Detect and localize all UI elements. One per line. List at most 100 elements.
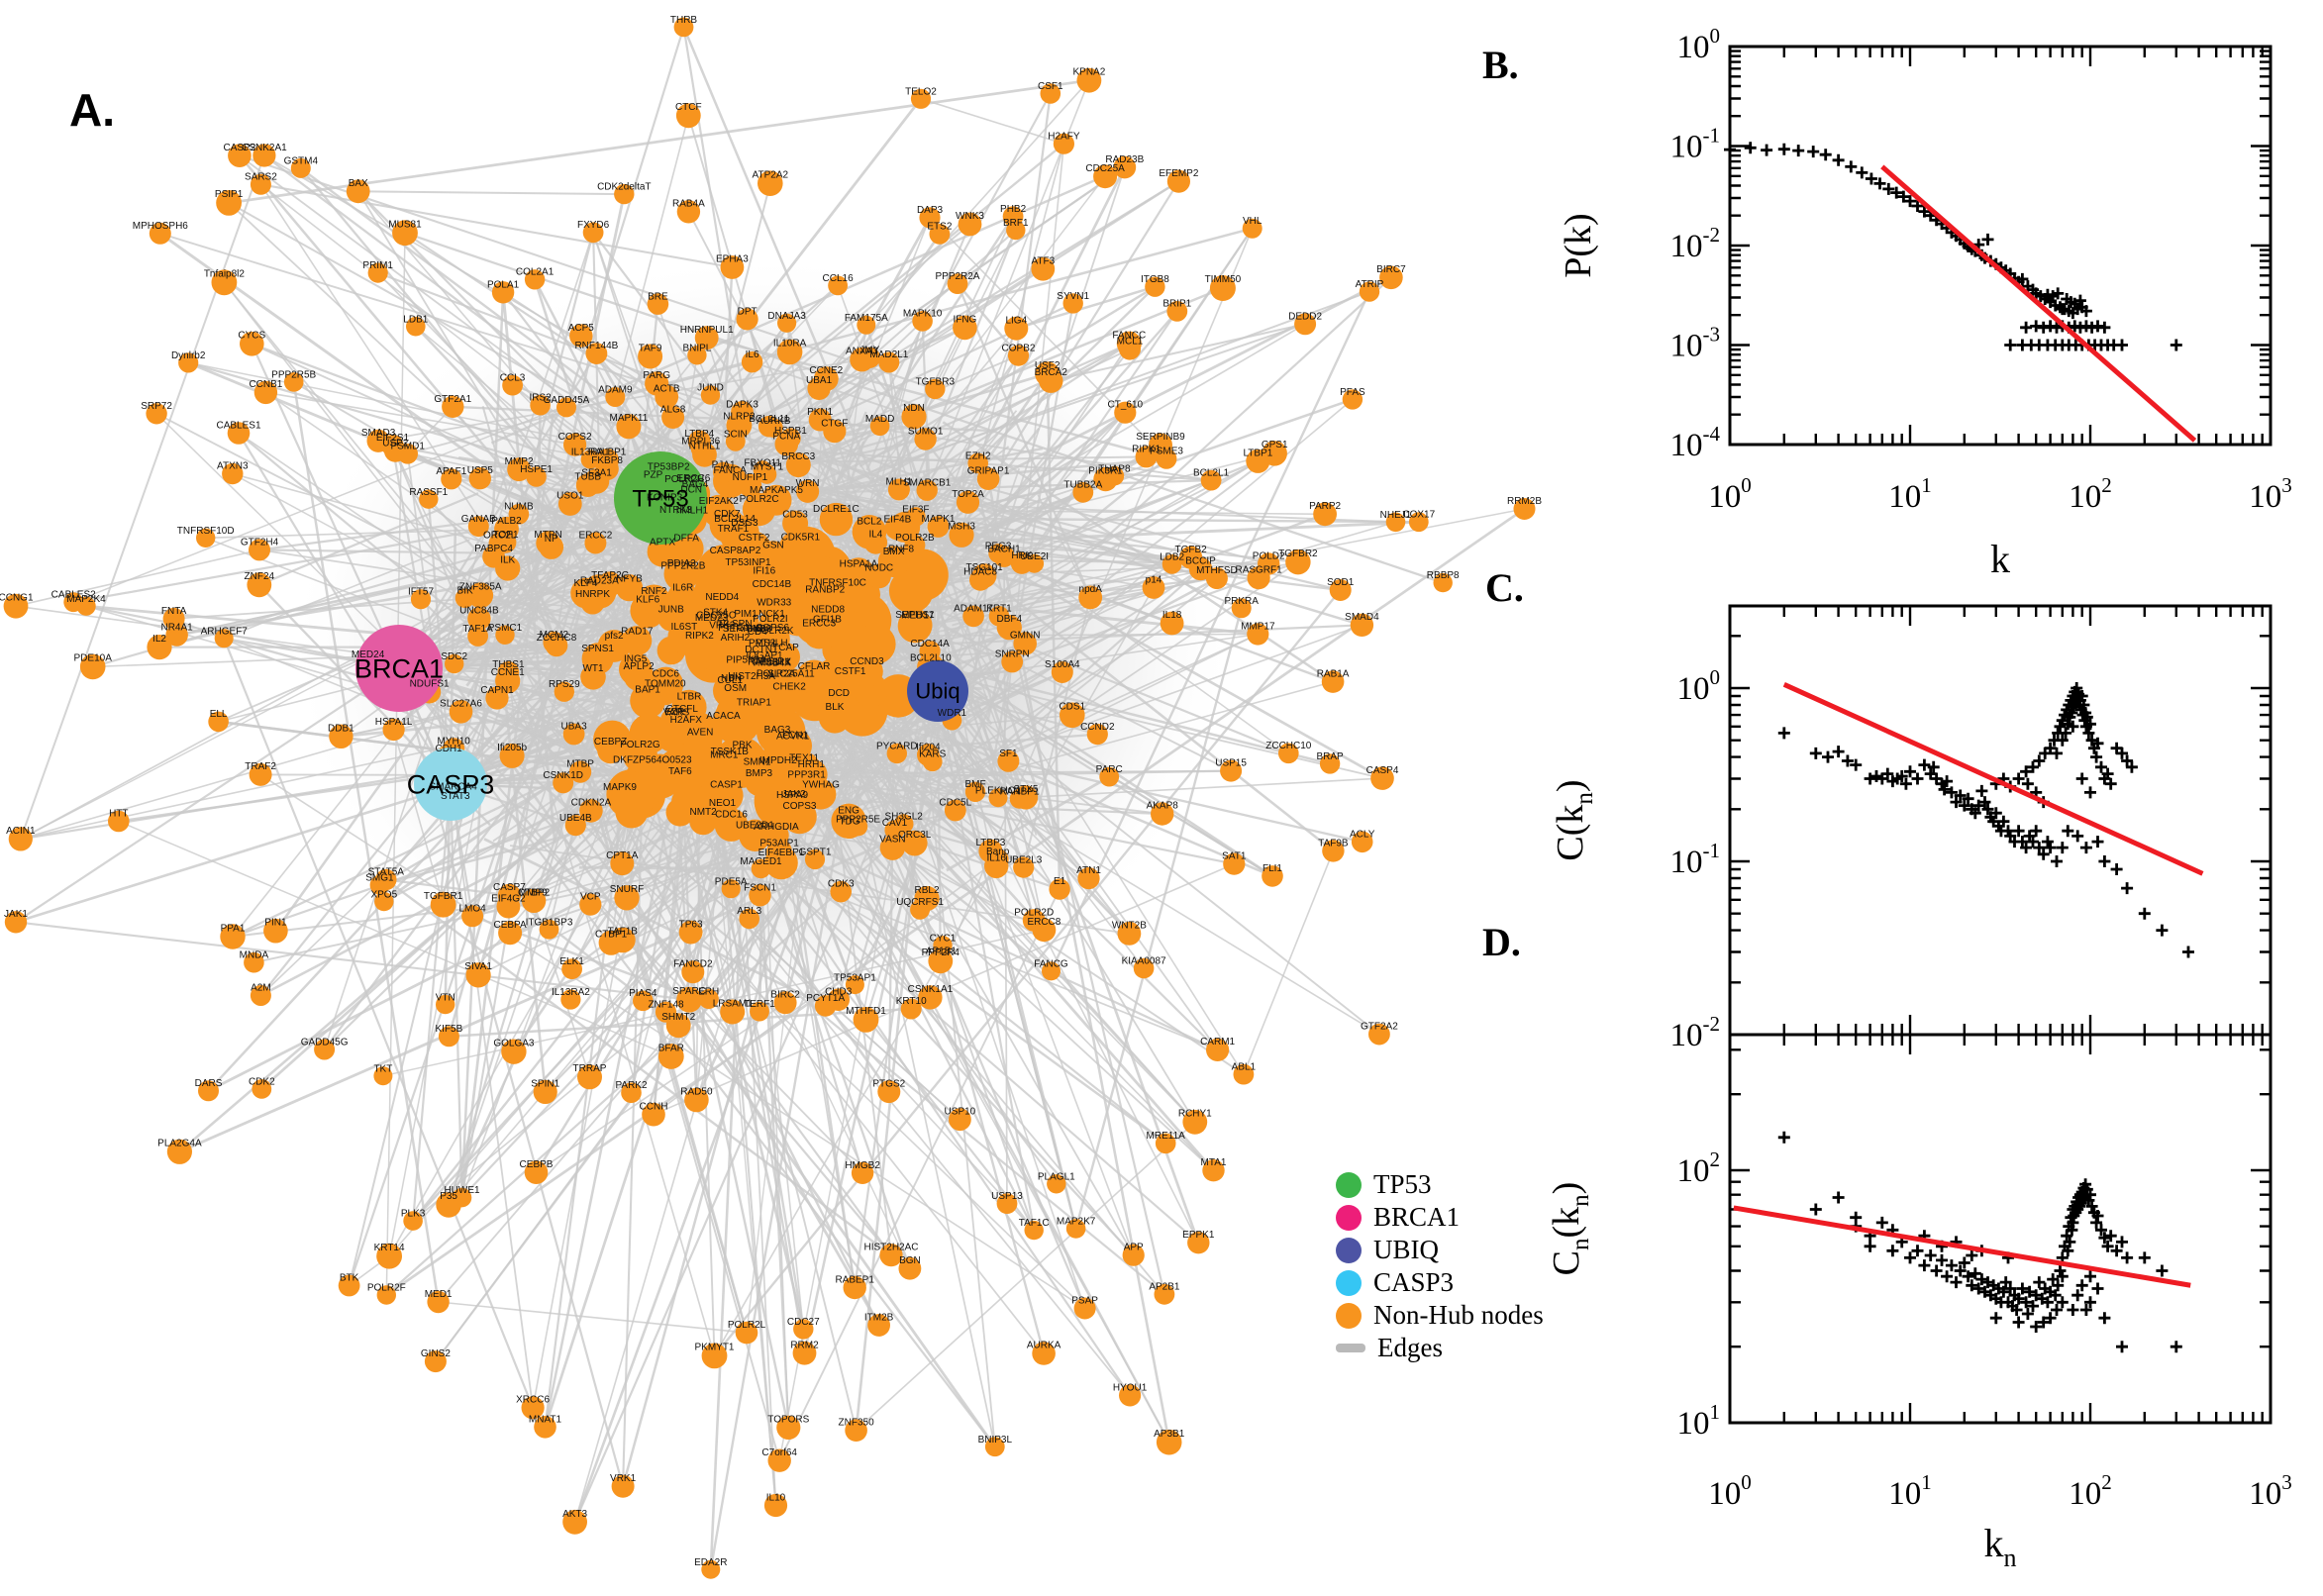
y-axis-title: Cn(kn) xyxy=(1546,1182,1594,1276)
gene-label: MAPK9 xyxy=(603,782,637,793)
gene-label: POLR2K xyxy=(755,626,794,637)
gene-label: CT_610 xyxy=(1108,400,1144,411)
non-hub-node xyxy=(879,835,906,860)
non-hub-node xyxy=(723,546,748,571)
gene-label: STK4 xyxy=(703,608,728,619)
gene-label: SERPINB8 xyxy=(723,624,772,635)
legend-item-tp53: TP53 xyxy=(1336,1168,1544,1201)
non-hub-node xyxy=(901,830,928,856)
gene-label: RNF2 xyxy=(641,586,667,597)
non-hub-node xyxy=(1166,301,1188,322)
non-hub-node xyxy=(467,626,488,647)
gene-label: MED1 xyxy=(425,1289,453,1300)
gene-label: COPB2 xyxy=(1002,343,1036,353)
non-hub-node xyxy=(782,510,809,537)
gene-label: CYCS xyxy=(238,331,265,342)
hub-label-tp53: TP53 xyxy=(632,485,688,512)
plot-panel-d: 102 101 100 101 102 103 kn Cn(kn) xyxy=(1546,1033,2292,1572)
non-hub-node xyxy=(792,1341,817,1365)
non-hub-node xyxy=(949,522,974,548)
gene-label: RCHY1 xyxy=(1178,1109,1212,1120)
non-hub-node xyxy=(579,799,603,823)
non-hub-node xyxy=(736,308,758,331)
gene-label: DDB1 xyxy=(328,723,354,734)
non-hub-node xyxy=(3,593,29,619)
non-hub-node xyxy=(569,760,592,783)
non-hub-node xyxy=(346,179,370,204)
gene-label: HIST2H3A xyxy=(728,671,775,682)
gene-label: STAT5A xyxy=(368,867,405,878)
gene-label: POLR2L xyxy=(728,1320,766,1331)
non-hub-node xyxy=(534,1416,556,1439)
non-hub-node xyxy=(608,783,632,807)
non-hub-node xyxy=(944,799,966,822)
non-hub-node xyxy=(819,502,854,537)
gene-label: FANCG xyxy=(1034,959,1068,970)
non-hub-node xyxy=(755,621,790,656)
non-hub-node xyxy=(1247,566,1270,590)
gene-label: ZCCHC10 xyxy=(1265,741,1312,751)
non-hub-node xyxy=(997,749,1020,772)
gene-label: DAPK3 xyxy=(726,399,758,410)
gene-label: ORC3L xyxy=(898,830,932,841)
non-hub-node xyxy=(1072,481,1094,503)
gene-label: LRSAM1 xyxy=(713,998,753,1009)
non-hub-node xyxy=(436,1192,461,1218)
gene-label: GADD45G xyxy=(301,1037,349,1047)
gene-label: KLF4 xyxy=(574,578,598,589)
non-hub-node xyxy=(823,420,847,444)
gene-label: CDC16 xyxy=(715,810,748,821)
non-hub-node xyxy=(647,293,669,315)
non-hub-node xyxy=(1179,546,1203,569)
non-hub-node xyxy=(912,311,933,332)
gene-label: MYST1 xyxy=(751,462,784,473)
gene-label: IMPDH2 xyxy=(759,755,797,766)
gene-label: RAD23A xyxy=(580,576,619,587)
gene-label: ZCCHC8 xyxy=(537,633,577,644)
gene-label: RAB4A xyxy=(672,199,705,210)
gene-label: npdA xyxy=(1079,584,1103,595)
gene-label: CAV1 xyxy=(882,818,908,829)
gene-label: ARHGDIA xyxy=(754,822,799,833)
gene-label: CDC25A xyxy=(1085,163,1125,174)
gene-label: IFNG xyxy=(953,314,976,325)
gene-label: CDKN2A xyxy=(571,798,612,809)
gene-label: UNC84B xyxy=(459,606,499,617)
gene-label: PKN1 xyxy=(807,407,834,418)
non-hub-node xyxy=(575,473,600,497)
gene-label: PSMD1 xyxy=(390,442,425,452)
gene-label: CTBP1 xyxy=(595,930,628,941)
gene-label: IL18 xyxy=(1162,610,1182,621)
gene-label: TRAF2 xyxy=(245,761,276,772)
gene-label: PIN1 xyxy=(264,918,287,929)
gene-label: TRIAP1 xyxy=(737,698,771,709)
non-hub-node xyxy=(1004,316,1029,341)
gene-label: THAP8 xyxy=(1098,463,1131,474)
non-hub-node xyxy=(1433,572,1453,593)
gene-label: CUL1 xyxy=(717,675,743,686)
non-hub-node xyxy=(1209,275,1236,301)
gene-label: BCL2L10 xyxy=(910,653,952,664)
non-hub-node xyxy=(807,376,831,400)
gene-label: hMLH1 xyxy=(676,506,709,517)
non-hub-node xyxy=(228,144,252,167)
non-hub-node xyxy=(165,624,188,647)
non-hub-node xyxy=(1047,1174,1066,1194)
gene-label: DEDD2 xyxy=(1288,311,1322,322)
non-hub-node xyxy=(1032,918,1057,943)
hub-node-tp53 xyxy=(614,451,707,545)
non-hub-node xyxy=(438,1026,459,1047)
non-hub-node xyxy=(929,224,951,245)
gene-label: BGN xyxy=(899,1255,921,1266)
gene-label: FANCC xyxy=(1112,331,1146,342)
non-hub-node xyxy=(597,737,624,764)
gene-label: FNTA xyxy=(161,606,187,617)
non-hub-node xyxy=(491,281,515,304)
non-hub-node xyxy=(521,1396,545,1420)
non-hub-node xyxy=(1242,218,1262,239)
hub-label-ubiq: Ubiq xyxy=(915,679,960,704)
non-hub-node xyxy=(1122,1244,1145,1266)
non-hub-node xyxy=(1313,502,1337,527)
gene-label: FLI1 xyxy=(1262,863,1282,874)
legend-label: Non-Hub nodes xyxy=(1373,1300,1544,1330)
